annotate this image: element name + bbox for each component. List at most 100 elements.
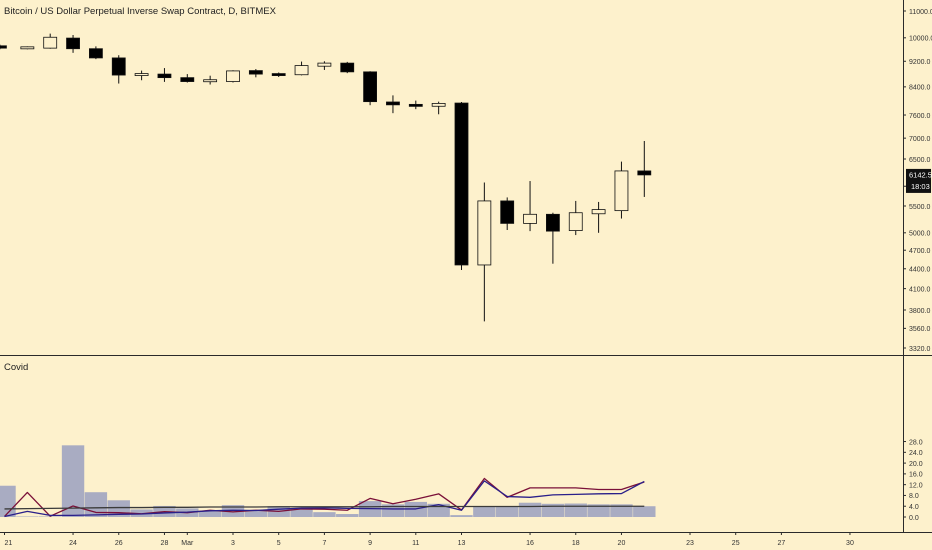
time-tick-label: 7 [322, 540, 326, 547]
time-tick-label: 3 [231, 540, 235, 547]
time-axis[interactable]: 21 24 26 28 Mar 3 5 7 9 11 13 16 18 20 23 25 27 30 [4, 532, 854, 547]
candle-down[interactable] [66, 37, 80, 50]
candle-up[interactable] [477, 200, 492, 266]
last-price-box [906, 168, 931, 193]
indicator-tick-label: 4.0 [909, 504, 919, 511]
candle-up[interactable] [294, 65, 309, 76]
price-tick-label: 4400.0 [909, 267, 931, 274]
indicator-bar [610, 504, 633, 517]
indicator-tick-label: 20.0 [909, 461, 923, 468]
indicator-pane[interactable]: Covid [0, 362, 656, 518]
candle-up[interactable] [43, 36, 58, 49]
indicator-tick-label: 28.0 [909, 439, 923, 446]
price-tick-label: 6500.0 [909, 157, 931, 164]
chart-title: Bitcoin / US Dollar Perpetual Inverse Sw… [4, 6, 277, 17]
time-tick-label: 9 [368, 540, 372, 547]
price-tick-label: 5000.0 [909, 231, 931, 238]
candle-down[interactable] [248, 70, 263, 75]
candles [0, 33, 652, 322]
candle-down[interactable] [500, 200, 515, 224]
price-tick-label: 4700.0 [909, 248, 931, 255]
candle-up[interactable] [203, 79, 218, 83]
candle-up[interactable] [614, 170, 629, 212]
candle-down[interactable] [637, 170, 652, 176]
last-price-marker: 6142.5 18:03 [906, 168, 932, 193]
indicator-line-3 [4, 505, 645, 510]
indicator-bar [221, 505, 245, 517]
time-tick-label: 20 [618, 540, 626, 547]
time-tick-label: 18 [572, 540, 580, 547]
price-tick-label: 7600.0 [909, 113, 931, 120]
price-tick-label: 3560.0 [909, 326, 931, 333]
price-pane[interactable]: Bitcoin / US Dollar Perpetual Inverse Sw… [0, 6, 652, 322]
candle-down[interactable] [271, 73, 286, 76]
indicator-bar [61, 445, 85, 517]
time-tick-label: Mar [181, 540, 194, 547]
candle-up[interactable] [134, 73, 149, 76]
indicator-bar [541, 503, 565, 517]
candle-down[interactable] [363, 71, 378, 103]
countdown-timer: 18:03 [911, 182, 930, 191]
indicator-tick-label: 16.0 [909, 472, 923, 479]
time-tick-label: 30 [846, 540, 854, 547]
price-tick-label: 9200.0 [909, 59, 931, 66]
price-tick-label: 5500.0 [909, 204, 931, 211]
candle-up[interactable] [431, 103, 446, 107]
candle-down[interactable] [546, 213, 560, 232]
price-tick-label: 4100.0 [909, 286, 931, 293]
indicator-tick-label: 8.0 [909, 493, 919, 500]
price-tick-label: 10000.0 [909, 36, 932, 43]
indicator-line-2 [4, 480, 645, 518]
indicator-bar [290, 508, 313, 517]
time-tick-label: 24 [69, 540, 77, 547]
candle-down[interactable] [386, 101, 400, 106]
indicator-bar [450, 515, 473, 517]
indicator-lines [4, 477, 645, 518]
indicator-bar [381, 504, 405, 517]
indicator-bar [496, 506, 519, 517]
candle-up[interactable] [226, 70, 240, 82]
time-tick-label: 21 [5, 540, 13, 547]
price-tick-label: 3320.0 [909, 346, 931, 353]
candle-down[interactable] [180, 77, 195, 82]
indicator-bar [564, 503, 587, 517]
indicator-bar [84, 492, 108, 517]
last-price-value: 6142.5 [909, 170, 932, 179]
time-tick-label: 25 [732, 540, 740, 547]
candle-down[interactable] [157, 73, 172, 79]
time-tick-label: 26 [115, 540, 123, 547]
candle-down[interactable] [340, 62, 355, 73]
price-tick-label: 8400.0 [909, 85, 931, 92]
indicator-tick-label: 12.0 [909, 482, 923, 489]
candle-up[interactable] [523, 213, 537, 224]
indicator-bar [313, 512, 336, 517]
time-tick-label: 23 [686, 540, 694, 547]
time-tick-label: 28 [161, 540, 169, 547]
candle-up[interactable] [317, 62, 332, 67]
candle-down[interactable] [0, 45, 7, 49]
indicator-title: Covid [4, 362, 28, 373]
indicator-bar [244, 509, 268, 517]
indicator-line-1 [4, 477, 645, 517]
indicator-tick-label: 24.0 [909, 450, 923, 457]
candle-up[interactable] [591, 209, 606, 215]
indicator-bar [473, 506, 496, 517]
candle-up[interactable] [568, 212, 583, 231]
price-tick-label: 11000.0 [909, 9, 932, 16]
candle-up[interactable] [20, 46, 35, 50]
time-tick-label: 13 [458, 540, 466, 547]
price-tick-label: 3800.0 [909, 308, 931, 315]
price-tick-label: 7000.0 [909, 136, 931, 143]
time-tick-label: 16 [526, 540, 534, 547]
time-tick-label: 5 [277, 540, 281, 547]
candle-down[interactable] [408, 103, 423, 107]
indicator-tick-label: 0.0 [909, 515, 919, 522]
candle-down[interactable] [89, 48, 103, 59]
indicator-bar [518, 502, 542, 517]
candle-down[interactable] [111, 57, 126, 76]
time-tick-label: 11 [412, 540, 419, 547]
indicator-bar [587, 504, 610, 517]
candle-down[interactable] [454, 102, 469, 266]
